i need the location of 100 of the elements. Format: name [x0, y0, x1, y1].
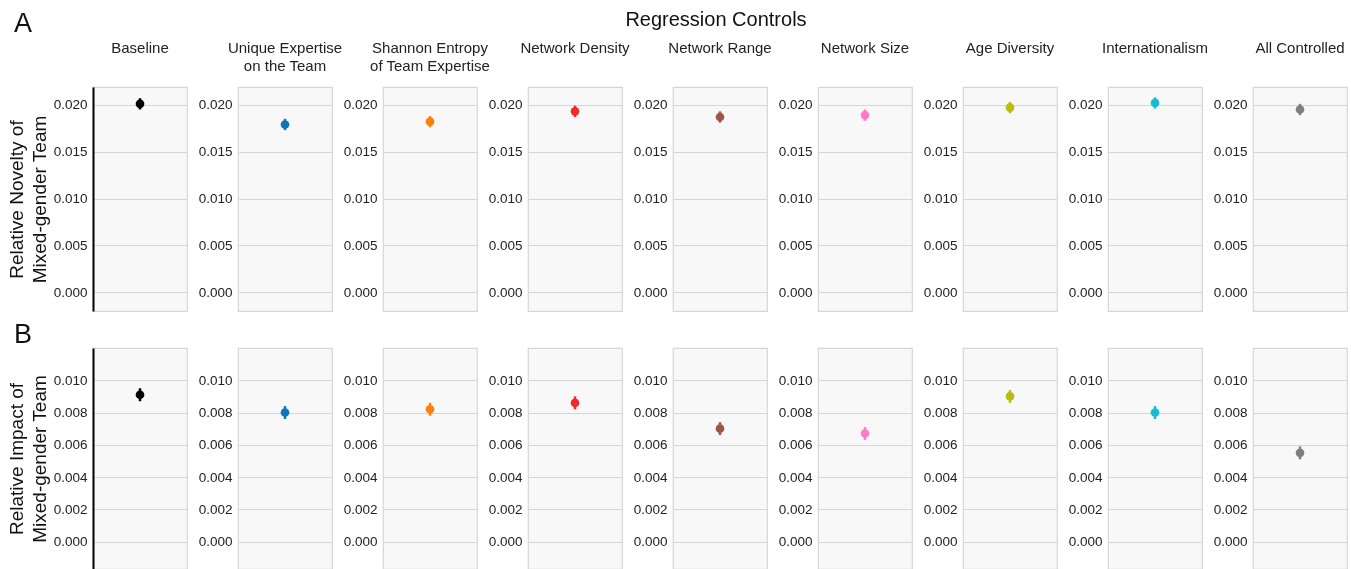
y-tick-label: 0.000 — [1213, 534, 1248, 550]
text: B — [14, 319, 33, 350]
y-tick-label: 0.004 — [923, 469, 958, 485]
y-tick-label: 0.010 — [53, 372, 88, 388]
y-tick-label: 0.008 — [778, 405, 813, 421]
y-tick-label: 0.010 — [1213, 372, 1248, 388]
y-tick-label: 0.010 — [488, 191, 523, 207]
y-tick-label: 0.020 — [53, 97, 88, 113]
y-tick-label: 0.010 — [1068, 191, 1103, 207]
y-tick-label: 0.004 — [53, 469, 88, 485]
y-tick-label: 0.006 — [633, 437, 668, 453]
y-tick-label: 0.010 — [778, 191, 813, 207]
y-tick-label: 0.008 — [1068, 405, 1103, 421]
y-tick-label: 0.000 — [1068, 284, 1103, 300]
chart-title: Network Size — [820, 39, 910, 56]
y-tick-label: 0.020 — [778, 97, 813, 113]
chart-title: Baseline — [111, 39, 169, 56]
y-tick-label: 0.005 — [488, 237, 523, 253]
y-tick-label: 0.000 — [1213, 284, 1248, 300]
y-tick-label: 0.010 — [198, 191, 233, 207]
y-tick-label: 0.015 — [198, 144, 233, 160]
y-tick-label: 0.000 — [778, 284, 813, 300]
y-axis-title: Relative Impact of Mixed-gender Team — [5, 375, 50, 543]
chart-title: Age Diversity — [965, 39, 1055, 56]
chart-title: Unique Expertise on the Team — [227, 39, 343, 74]
chart-title: All Controlled — [1255, 39, 1345, 56]
y-tick-label: 0.008 — [488, 405, 523, 421]
y-tick-label: 0.006 — [923, 437, 958, 453]
y-tick-label: 0.004 — [1213, 469, 1248, 485]
y-tick-label: 0.000 — [923, 284, 958, 300]
y-tick-label: 0.006 — [488, 437, 523, 453]
y-tick-label: 0.005 — [778, 237, 813, 253]
y-tick-label: 0.008 — [343, 405, 378, 421]
y-tick-label: 0.006 — [198, 437, 233, 453]
y-tick-label: 0.020 — [1068, 97, 1103, 113]
y-tick-label: 0.000 — [778, 534, 813, 550]
y-tick-label: 0.005 — [198, 237, 233, 253]
y-tick-label: 0.002 — [1213, 501, 1248, 517]
y-tick-label: 0.002 — [778, 501, 813, 517]
y-tick-label: 0.010 — [343, 191, 378, 207]
y-tick-label: 0.010 — [778, 372, 813, 388]
y-tick-label: 0.010 — [923, 372, 958, 388]
y-tick-label: 0.015 — [778, 144, 813, 160]
chart-title: Network Density — [520, 39, 630, 56]
y-tick-label: 0.005 — [633, 237, 668, 253]
y-tick-label: 0.004 — [633, 469, 668, 485]
y-tick-label: 0.002 — [343, 501, 378, 517]
text: Regression Controls — [624, 8, 808, 31]
y-tick-label: 0.015 — [488, 144, 523, 160]
y-tick-label: 0.004 — [343, 469, 378, 485]
y-tick-label: 0.000 — [633, 284, 668, 300]
y-tick-label: 0.004 — [198, 469, 233, 485]
y-tick-label: 0.002 — [633, 501, 668, 517]
y-tick-label: 0.004 — [1068, 469, 1103, 485]
text: A — [14, 8, 33, 39]
y-tick-label: 0.000 — [343, 534, 378, 550]
y-tick-label: 0.020 — [488, 97, 523, 113]
y-tick-label: 0.004 — [778, 469, 813, 485]
y-tick-label: 0.000 — [53, 284, 88, 300]
y-tick-label: 0.015 — [1068, 144, 1103, 160]
y-tick-label: 0.005 — [923, 237, 958, 253]
y-tick-label: 0.010 — [923, 191, 958, 207]
y-tick-label: 0.000 — [53, 534, 88, 550]
chart-title: Network Range — [668, 39, 772, 56]
chart-title: Shannon Entropy of Team Expertise — [370, 39, 490, 74]
y-tick-label: 0.002 — [923, 501, 958, 517]
y-tick-label: 0.015 — [633, 144, 668, 160]
y-tick-label: 0.005 — [1068, 237, 1103, 253]
y-tick-label: 0.005 — [1213, 237, 1248, 253]
y-tick-label: 0.006 — [1068, 437, 1103, 453]
y-tick-label: 0.010 — [488, 372, 523, 388]
y-tick-label: 0.000 — [488, 534, 523, 550]
y-tick-label: 0.000 — [343, 284, 378, 300]
y-tick-label: 0.020 — [1213, 97, 1248, 113]
y-tick-label: 0.000 — [923, 534, 958, 550]
y-tick-label: 0.002 — [488, 501, 523, 517]
y-tick-label: 0.010 — [633, 191, 668, 207]
y-tick-label: 0.008 — [53, 405, 88, 421]
y-tick-label: 0.008 — [198, 405, 233, 421]
y-tick-label: 0.020 — [923, 97, 958, 113]
y-tick-label: 0.015 — [1213, 144, 1248, 160]
y-tick-label: 0.002 — [1068, 501, 1103, 517]
y-tick-label: 0.000 — [488, 284, 523, 300]
y-tick-label: 0.015 — [53, 144, 88, 160]
y-tick-label: 0.015 — [343, 144, 378, 160]
y-tick-label: 0.000 — [633, 534, 668, 550]
y-tick-label: 0.005 — [53, 237, 88, 253]
y-tick-label: 0.015 — [923, 144, 958, 160]
y-tick-label: 0.010 — [633, 372, 668, 388]
y-tick-label: 0.002 — [53, 501, 88, 517]
y-tick-label: 0.008 — [923, 405, 958, 421]
y-tick-label: 0.006 — [1213, 437, 1248, 453]
y-tick-label: 0.010 — [343, 372, 378, 388]
chart-title: Internationalism — [1101, 39, 1209, 57]
y-tick-label: 0.020 — [198, 97, 233, 113]
y-tick-label: 0.010 — [1068, 372, 1103, 388]
y-tick-label: 0.006 — [343, 437, 378, 453]
y-tick-label: 0.008 — [633, 405, 668, 421]
y-tick-label: 0.020 — [343, 97, 378, 113]
y-tick-label: 0.000 — [198, 284, 233, 300]
